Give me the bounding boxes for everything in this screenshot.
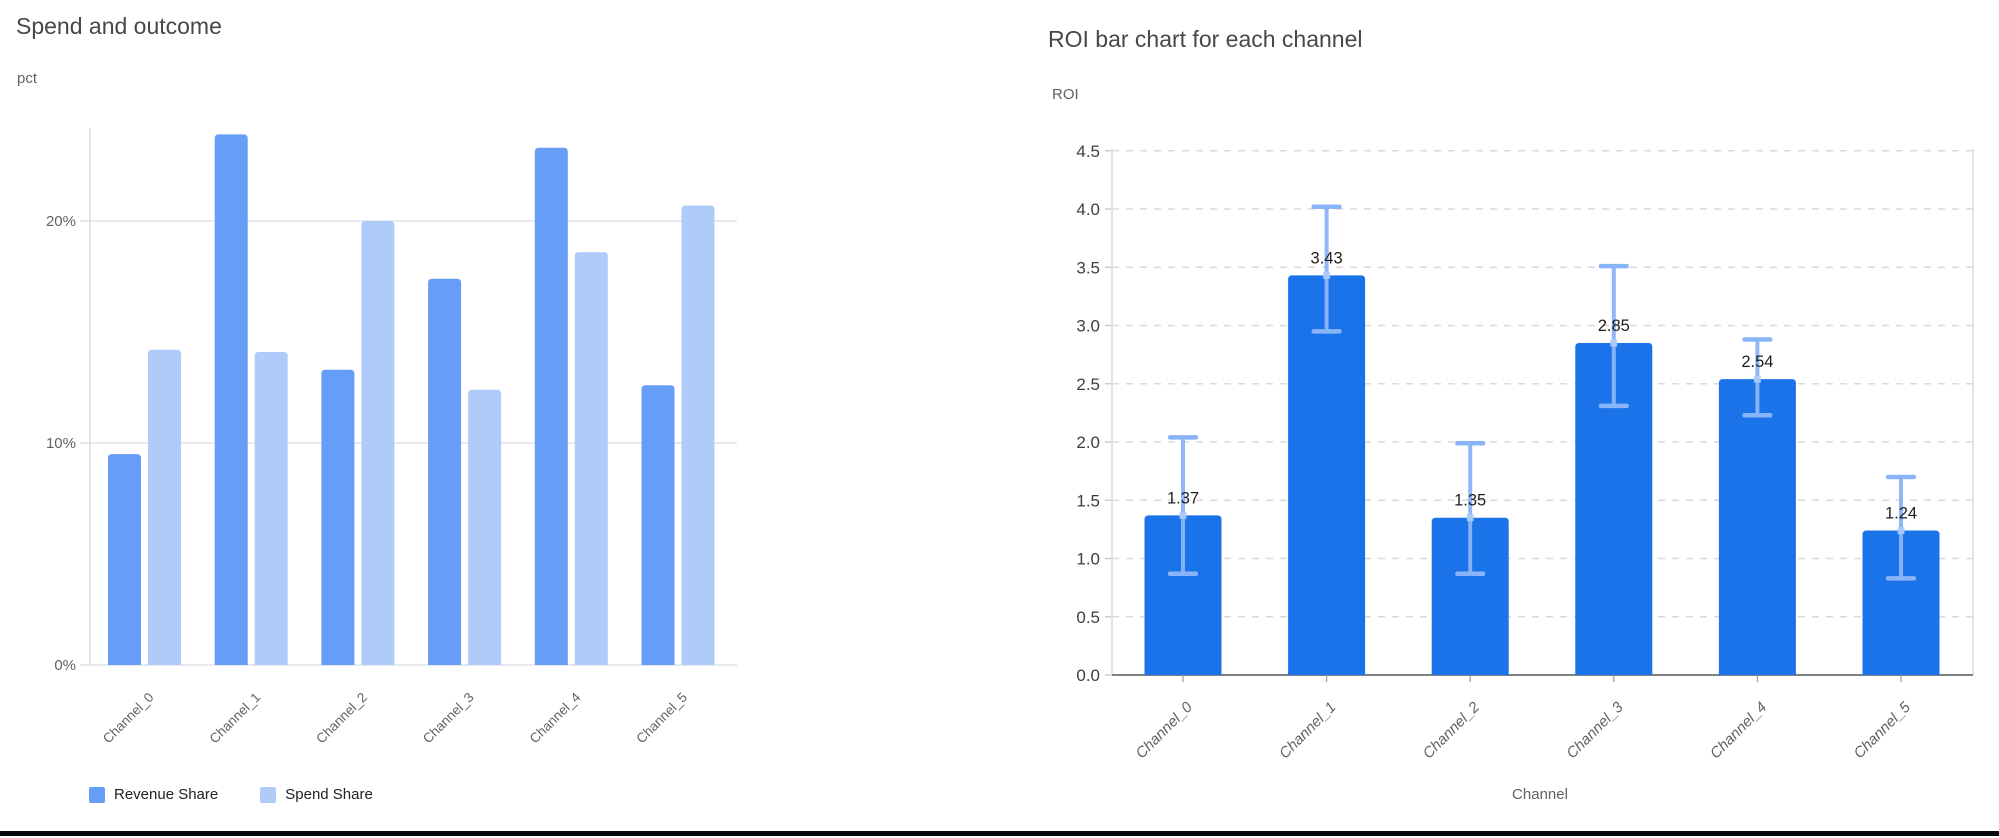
- legend: Revenue Share Spend Share: [89, 786, 373, 803]
- legend-item-revenue-share[interactable]: Revenue Share: [89, 786, 218, 803]
- revenue-share-legend-label: Revenue Share: [114, 786, 219, 803]
- left-y-tick-label: 10%: [46, 435, 76, 452]
- left-x-tick-label-channel-0: Channel_0: [100, 690, 157, 747]
- bar-spend-share-channel-1[interactable]: [254, 351, 288, 665]
- bar-revenue-share-channel-1[interactable]: [214, 134, 248, 666]
- roi-value-label-channel-2: 1.35: [1454, 492, 1486, 510]
- bar-revenue-share-channel-0[interactable]: [108, 454, 141, 665]
- roi-value-label-channel-5: 1.24: [1885, 505, 1917, 523]
- bar-revenue-share-channel-3[interactable]: [428, 278, 462, 665]
- error-bar-cap-low-channel-1: [1311, 329, 1342, 334]
- revenue-share-swatch: [89, 786, 105, 803]
- bar-revenue-share-channel-4[interactable]: [534, 147, 568, 666]
- error-bar-cap-high-channel-1: [1311, 204, 1342, 209]
- bar-spend-share-channel-5[interactable]: [681, 205, 715, 665]
- error-bar-cap-low-channel-3: [1598, 403, 1629, 409]
- roi-y-tick-label: 0.5: [1076, 608, 1100, 627]
- spend-outcome-y-axis-unit: pct: [17, 70, 38, 87]
- roi-y-tick-label: 1.0: [1076, 550, 1100, 569]
- error-bar-cap-high-channel-0: [1168, 435, 1198, 440]
- bar-roi-channel-5[interactable]: [1862, 530, 1940, 675]
- spend-outcome-chart: Spend and outcome pct 0% 10% 20% Channel_0 C…: [0, 0, 780, 838]
- roi-value-label-channel-3: 2.85: [1598, 317, 1630, 335]
- roi-x-tick-label-channel-5: Channel_5: [1850, 698, 1914, 762]
- roi-y-axis-unit: ROI: [1052, 86, 1079, 103]
- error-bar-mean-marker-channel-5: [1897, 527, 1905, 535]
- roi-x-tick-label-channel-3: Channel_3: [1563, 698, 1627, 762]
- error-bar-cap-low-channel-0: [1168, 571, 1198, 576]
- bar-roi-channel-4[interactable]: [1718, 379, 1796, 675]
- roi-value-label-channel-0: 1.37: [1167, 489, 1199, 507]
- roi-x-tick-label-channel-2: Channel_2: [1420, 698, 1484, 762]
- roi-value-label-channel-1: 3.43: [1311, 249, 1343, 267]
- spend-outcome-title: Spend and outcome: [16, 13, 222, 39]
- bar-revenue-share-channel-5[interactable]: [641, 385, 675, 665]
- roi-value-label-channel-4: 2.54: [1741, 353, 1773, 371]
- bar-roi-channel-2[interactable]: [1431, 517, 1509, 675]
- spend-share-legend-label: Spend Share: [285, 786, 373, 803]
- spend-outcome-plot-area: 0% 10% 20% Channel_0 Channel_1 Channel_2 Chann…: [46, 128, 737, 747]
- bar-spend-share-channel-4[interactable]: [574, 252, 608, 665]
- roi-y-tick-label: 3.0: [1076, 317, 1100, 336]
- legend-item-spend-share[interactable]: Spend Share: [260, 786, 373, 803]
- bar-roi-channel-3[interactable]: [1575, 342, 1653, 675]
- roi-plot-area: 0.0 0.5 1.0 1.5 2.0 2.5 3.0 3.5 4.0 4.5 1.37 Channe…: [1076, 142, 1974, 762]
- roi-y-tick-label: 2.0: [1076, 433, 1100, 452]
- left-x-tick-label-channel-3: Channel_3: [420, 690, 477, 747]
- bar-spend-share-channel-2[interactable]: [361, 221, 395, 665]
- roi-y-tick-label: 4.0: [1076, 200, 1100, 219]
- bottom-divider: [0, 831, 1999, 836]
- roi-y-tick-label: 3.5: [1076, 258, 1100, 277]
- roi-y-tick-label: 0.0: [1076, 666, 1100, 685]
- bar-revenue-share-channel-2[interactable]: [321, 369, 355, 665]
- bar-spend-share-channel-0[interactable]: [148, 349, 181, 665]
- roi-x-tick-label-channel-0: Channel_0: [1132, 698, 1196, 762]
- error-bar-cap-high-channel-2: [1455, 440, 1486, 446]
- error-bar-mean-marker-channel-3: [1610, 339, 1618, 347]
- bar-roi-channel-0[interactable]: [1144, 515, 1222, 675]
- error-bar-cap-high-channel-4: [1742, 337, 1773, 342]
- left-x-tick-label-channel-4: Channel_4: [527, 689, 584, 746]
- bar-roi-channel-1[interactable]: [1288, 275, 1366, 675]
- error-bar-mean-marker-channel-4: [1753, 375, 1761, 383]
- error-bar-mean-marker-channel-2: [1466, 514, 1474, 522]
- error-bar-cap-low-channel-4: [1742, 413, 1773, 418]
- roi-x-tick-label-channel-1: Channel_1: [1276, 699, 1339, 762]
- spend-share-swatch: [260, 786, 277, 803]
- bar-spend-share-channel-3[interactable]: [468, 389, 502, 665]
- left-y-tick-label: 0%: [54, 657, 76, 674]
- error-bar-cap-high-channel-5: [1886, 474, 1916, 480]
- error-bar-cap-high-channel-3: [1598, 263, 1629, 269]
- left-x-tick-label-channel-1: Channel_1: [207, 690, 264, 747]
- error-bar-mean-marker-channel-1: [1323, 271, 1331, 279]
- roi-y-tick-label: 2.5: [1076, 375, 1100, 394]
- error-bar-mean-marker-channel-0: [1179, 511, 1187, 519]
- roi-chart: ROI bar chart for each channel ROI 0.0 0.…: [1040, 0, 1999, 838]
- left-x-tick-label-channel-2: Channel_2: [313, 690, 370, 747]
- roi-x-axis-title: Channel: [1512, 786, 1568, 803]
- roi-x-tick-label-channel-4: Channel_4: [1707, 699, 1770, 762]
- error-bar-cap-low-channel-2: [1455, 571, 1486, 576]
- roi-y-tick-label: 1.5: [1076, 491, 1100, 510]
- roi-chart-title: ROI bar chart for each channel: [1048, 26, 1363, 52]
- left-y-tick-label: 20%: [46, 213, 76, 230]
- left-x-tick-label-channel-5: Channel_5: [633, 690, 690, 747]
- error-bar-cap-low-channel-5: [1886, 576, 1916, 581]
- roi-y-tick-label: 4.5: [1076, 142, 1100, 161]
